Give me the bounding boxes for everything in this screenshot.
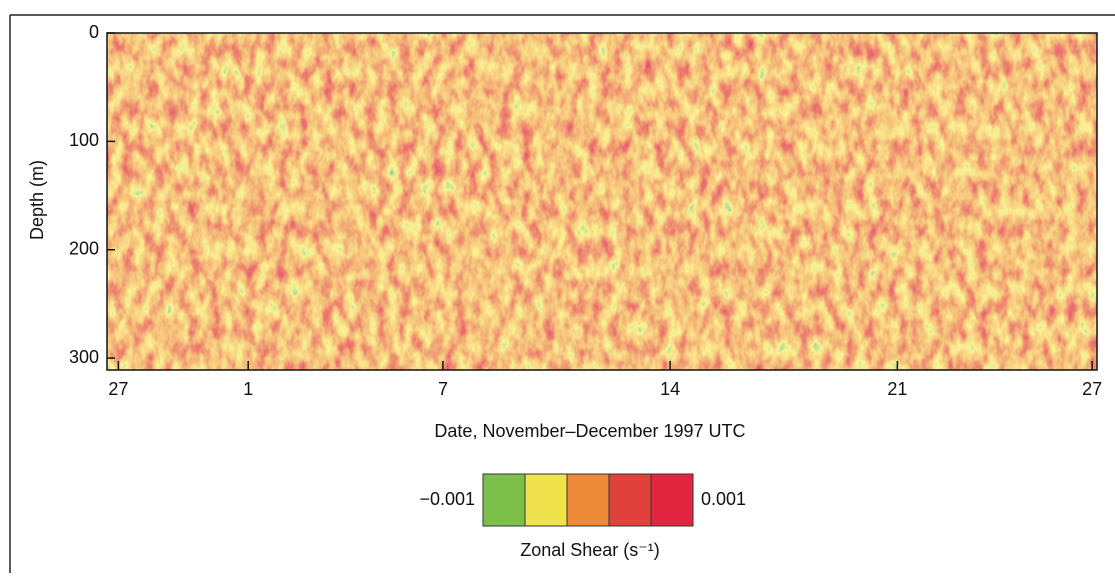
colorbar-swatch (566, 473, 610, 527)
y-tick-label: 100 (69, 130, 99, 150)
y-tick-label: 300 (69, 347, 99, 367)
colorbar-tick-label: 0.001 (701, 489, 746, 509)
colorbar-swatch (482, 473, 526, 527)
heatmap-field (107, 33, 1097, 370)
colorbar-label: Zonal Shear (s⁻¹) (520, 540, 660, 560)
y-tick-label: 200 (69, 238, 99, 258)
y-tick-label: 0 (89, 22, 99, 42)
x-tick-label: 27 (108, 379, 128, 399)
plot-frame (106, 32, 1098, 371)
x-tick-label: 21 (887, 379, 907, 399)
colorbar-tick-label: −0.001 (419, 489, 475, 509)
colorbar-swatch (650, 473, 694, 527)
y-axis-label: Depth (m) (27, 160, 47, 240)
x-axis-label: Date, November–December 1997 UTC (434, 421, 745, 441)
x-tick-label: 14 (660, 379, 680, 399)
x-tick-label: 7 (438, 379, 448, 399)
x-tick-label: 27 (1082, 379, 1102, 399)
x-tick-label: 1 (243, 379, 253, 399)
colorbar-swatch (524, 473, 568, 527)
colorbar-swatch (608, 473, 652, 527)
